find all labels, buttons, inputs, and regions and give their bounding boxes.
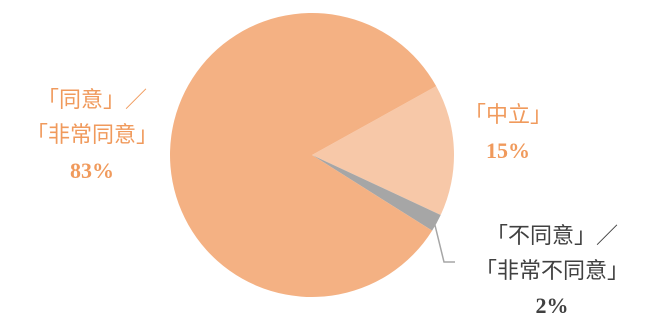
slice-label-agree-line-2: 「非常同意」 — [26, 123, 158, 148]
slice-label-disagree-line-1: 「不同意」／ — [486, 224, 618, 249]
slice-label-agree: 「同意」／ 「非常同意」 83% — [26, 88, 158, 183]
pie-slice-neutral — [312, 86, 455, 216]
slice-label-agree-percent: 83% — [70, 158, 114, 183]
leader-line — [431, 212, 455, 263]
pie-slice-agree — [170, 12, 437, 297]
pie-slice-disagree — [312, 155, 441, 231]
slice-label-neutral-percent: 15% — [486, 138, 530, 163]
pie-slices — [170, 12, 455, 297]
slice-label-disagree-percent: 2% — [536, 293, 569, 318]
slice-label-disagree-line-2: 「非常不同意」 — [475, 259, 629, 284]
slice-label-agree-line-1: 「同意」／ — [37, 88, 147, 113]
slice-label-neutral-line-1: 「中立」 — [464, 103, 552, 128]
slice-label-neutral: 「中立」 15% — [464, 103, 552, 163]
slice-label-disagree: 「不同意」／ 「非常不同意」 2% — [475, 224, 629, 318]
